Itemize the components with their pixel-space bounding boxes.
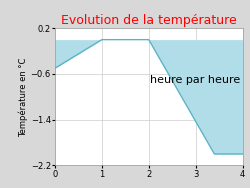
Text: heure par heure: heure par heure [150,75,241,85]
Title: Evolution de la température: Evolution de la température [61,14,236,27]
Y-axis label: Température en °C: Température en °C [18,57,28,136]
